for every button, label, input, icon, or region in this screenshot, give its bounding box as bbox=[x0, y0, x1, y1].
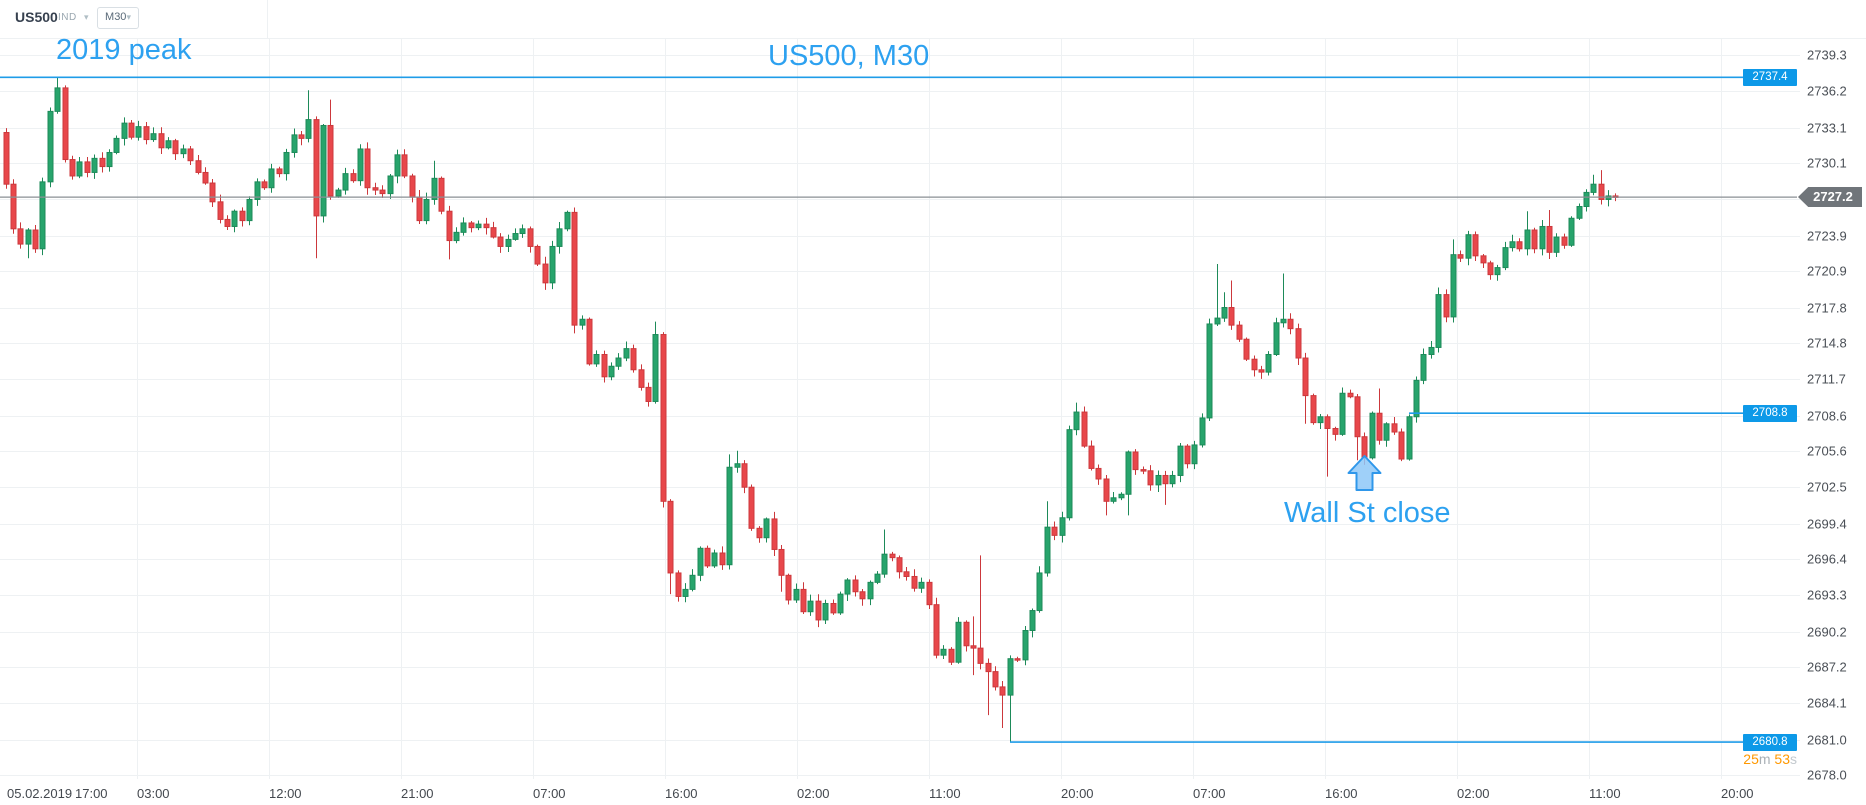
price-tick: 2730.1 bbox=[1807, 155, 1847, 171]
price-tick: 2702.5 bbox=[1807, 479, 1847, 495]
price-tick: 2690.2 bbox=[1807, 624, 1847, 640]
price-tick: 2687.2 bbox=[1807, 659, 1847, 675]
time-tick: 07:00 bbox=[1193, 786, 1226, 801]
chevron-down-icon: ▾ bbox=[84, 12, 90, 22]
timeframe-dropdown[interactable]: M30▾ bbox=[97, 7, 139, 29]
time-tick: 16:00 bbox=[1325, 786, 1358, 801]
price-tick: 2717.8 bbox=[1807, 300, 1847, 316]
price-tick: 2693.3 bbox=[1807, 587, 1847, 603]
countdown-seconds: 53 bbox=[1774, 751, 1790, 767]
time-tick: 05.02.2019 bbox=[7, 786, 73, 801]
countdown-timer: 25m 53s bbox=[1743, 751, 1797, 767]
time-tick: 20:00 bbox=[1721, 786, 1754, 801]
symbol-label: US500 bbox=[15, 9, 58, 25]
price-level-badge: 2680.8 bbox=[1743, 733, 1797, 751]
price-tick: 2678.0 bbox=[1807, 767, 1847, 783]
time-tick: 07:00 bbox=[533, 786, 566, 801]
up-arrow-icon[interactable] bbox=[1346, 454, 1383, 492]
time-tick: 02:00 bbox=[797, 786, 830, 801]
toolbar-divider bbox=[267, 0, 268, 38]
time-tick: 20:00 bbox=[1061, 786, 1094, 801]
time-tick: 11:00 bbox=[929, 786, 961, 801]
chart-toolbar: US500 IND ▾ M30▾ bbox=[0, 0, 1866, 38]
time-tick: 16:00 bbox=[665, 786, 698, 801]
wallst-annotation[interactable]: Wall St close bbox=[1284, 497, 1451, 529]
price-tick: 2681.0 bbox=[1807, 732, 1847, 748]
price-tick: 2711.7 bbox=[1807, 371, 1846, 387]
time-tick: 02:00 bbox=[1457, 786, 1490, 801]
time-tick: 03:00 bbox=[137, 786, 170, 801]
time-tick: 21:00 bbox=[401, 786, 434, 801]
chevron-down-icon: ▾ bbox=[126, 12, 131, 22]
price-tick: 2696.4 bbox=[1807, 551, 1847, 567]
peak-annotation[interactable]: 2019 peak bbox=[56, 34, 192, 66]
price-tick: 2723.9 bbox=[1807, 228, 1847, 244]
time-tick: 11:00 bbox=[1589, 786, 1621, 801]
price-tick: 2733.1 bbox=[1807, 120, 1847, 136]
chart-title[interactable]: US500, M30 bbox=[768, 40, 930, 72]
current-price-badge: 2727.2 bbox=[1798, 187, 1862, 207]
price-level-badge: 2737.4 bbox=[1743, 68, 1797, 86]
price-tick: 2739.3 bbox=[1807, 47, 1847, 63]
price-tick: 2714.8 bbox=[1807, 335, 1847, 351]
price-tick: 2684.1 bbox=[1807, 695, 1847, 711]
price-tick: 2705.6 bbox=[1807, 443, 1847, 459]
price-tick: 2699.4 bbox=[1807, 516, 1847, 532]
countdown-minutes: 25 bbox=[1743, 751, 1759, 767]
price-tick: 2736.2 bbox=[1807, 83, 1847, 99]
price-tick: 2708.6 bbox=[1807, 408, 1847, 424]
price-tick: 2720.9 bbox=[1807, 263, 1847, 279]
instrument-type-dropdown[interactable]: IND ▾ bbox=[58, 12, 90, 23]
price-level-badge: 2708.8 bbox=[1743, 404, 1797, 422]
time-tick: 12:00 bbox=[269, 786, 302, 801]
time-tick: 17:00 bbox=[75, 786, 108, 801]
